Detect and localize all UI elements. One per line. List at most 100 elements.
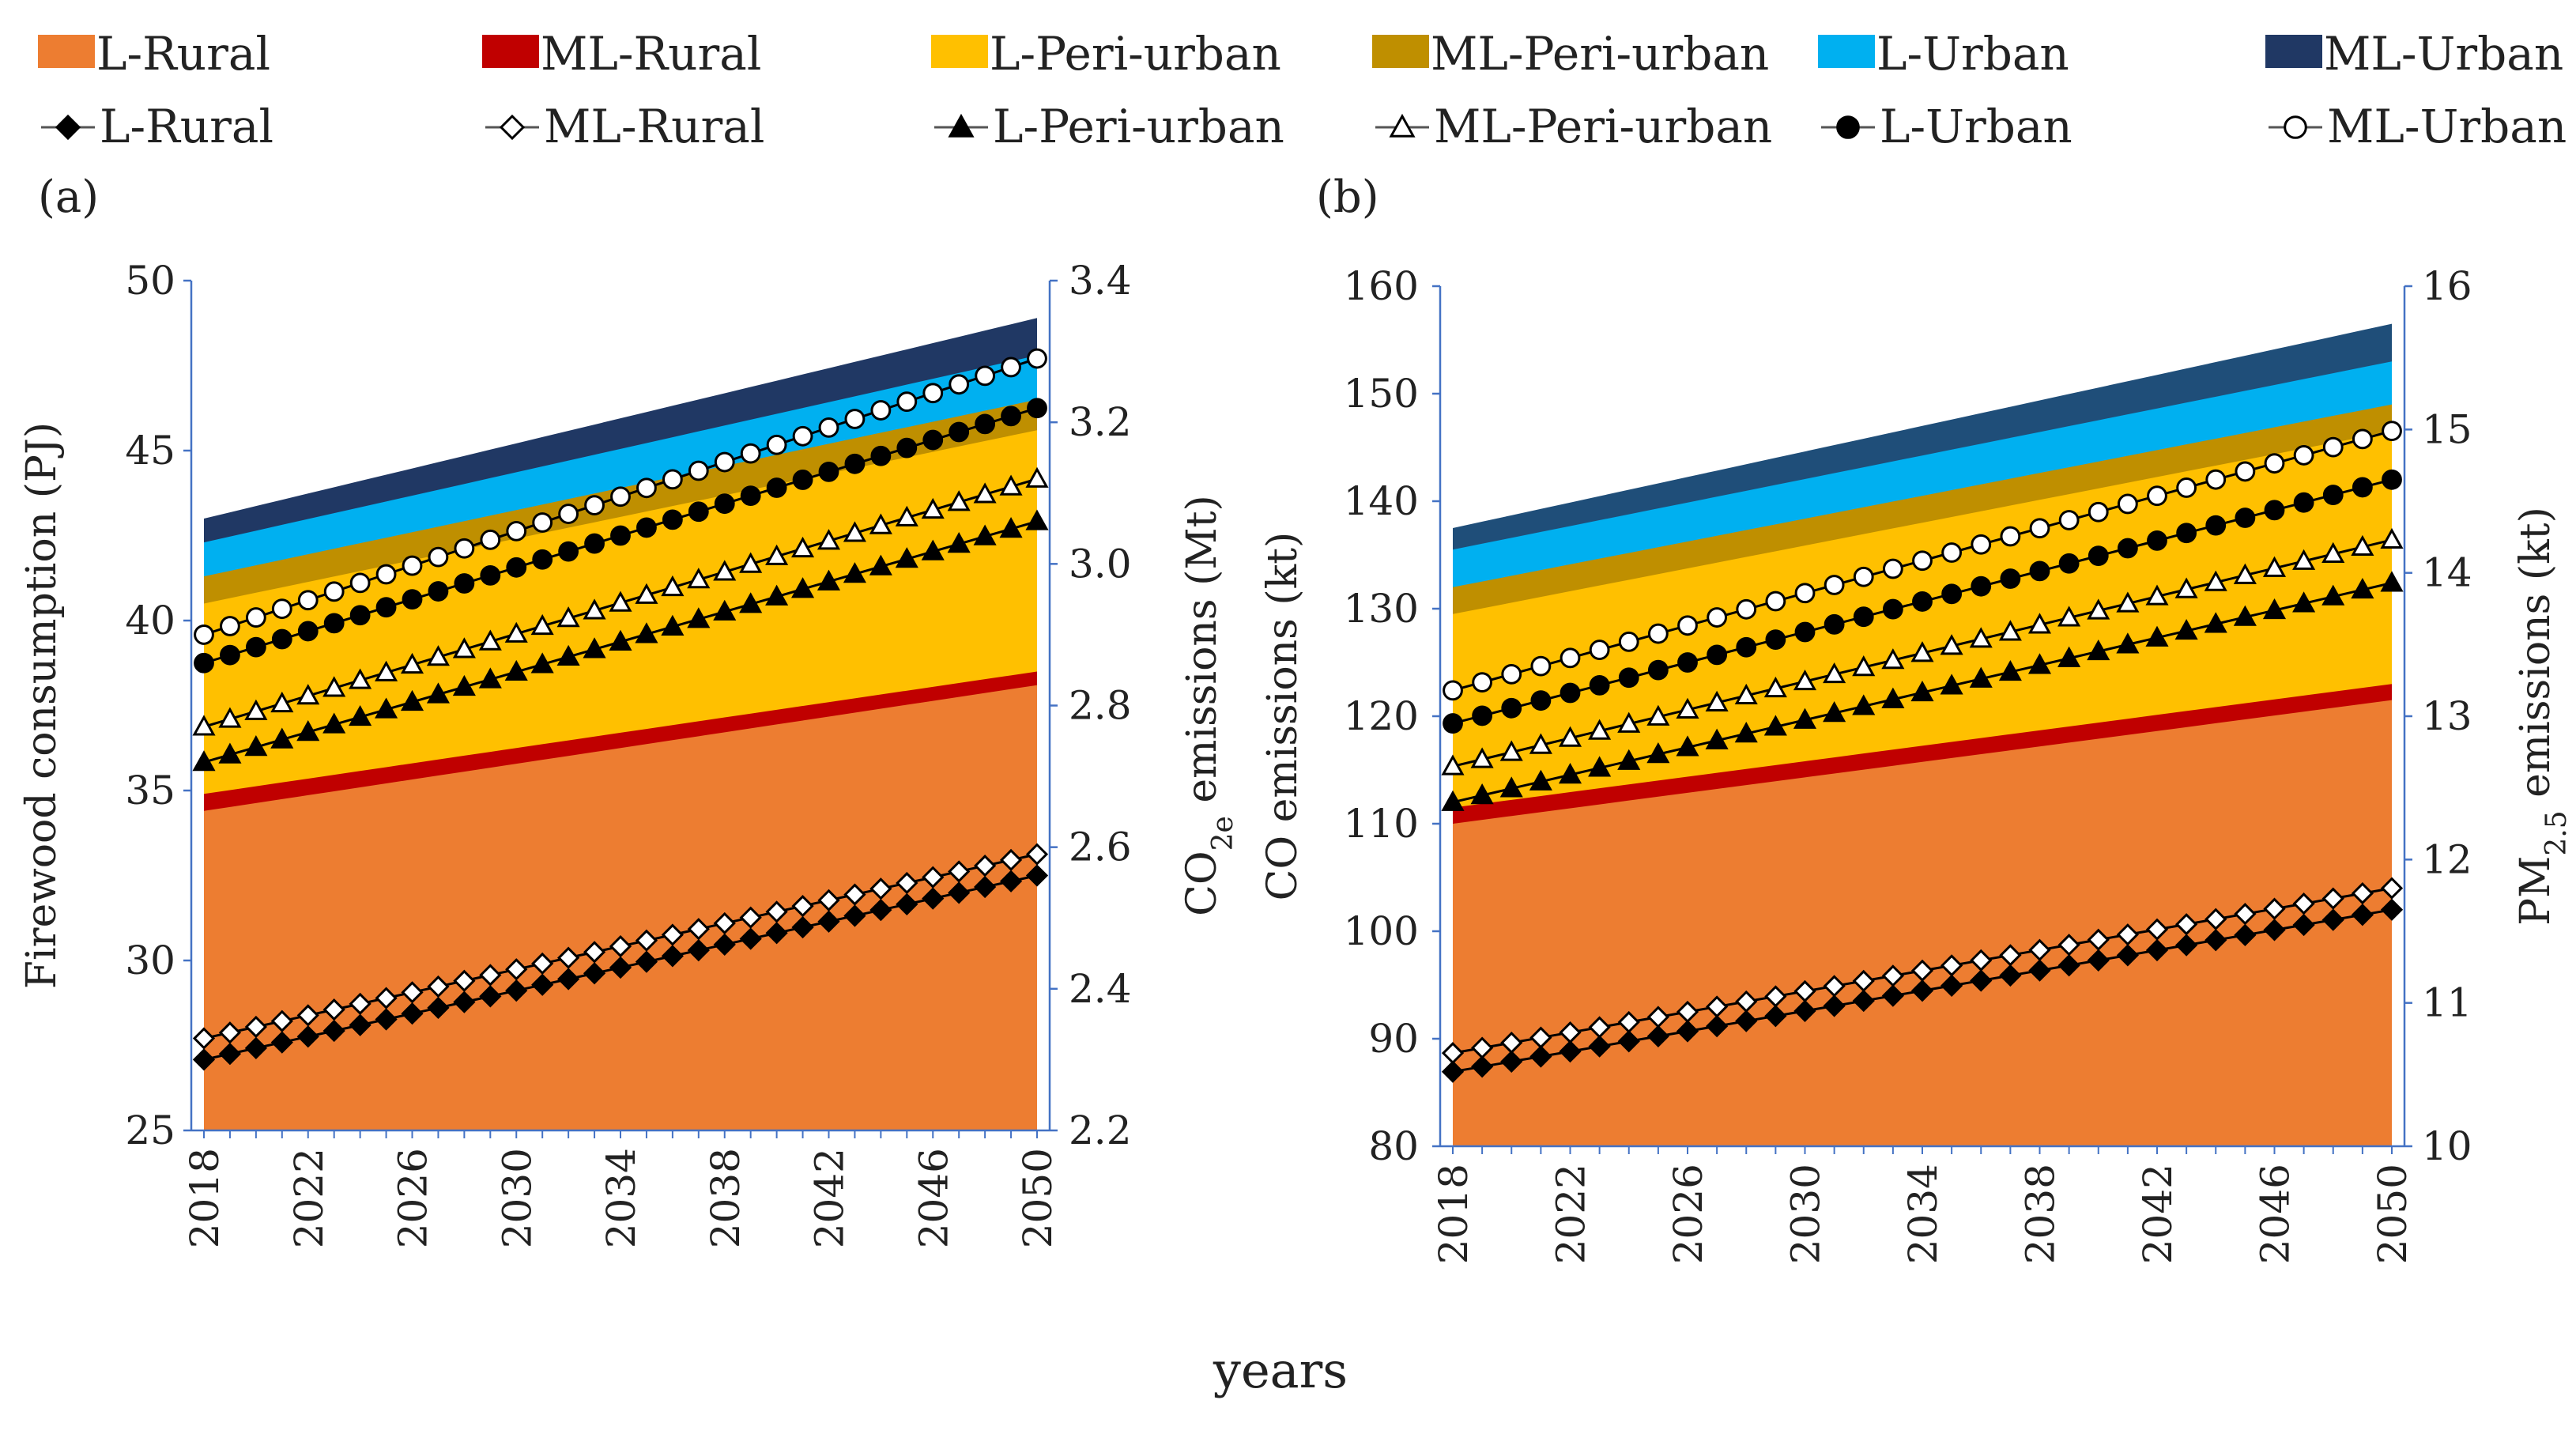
legend-line-ml-rural: ML-Rural <box>485 100 764 153</box>
panel-b: (b) 80 90 100 110 120 130 140 150 160 10 11 12 13 14 15… <box>1259 172 2573 1264</box>
series-point <box>1500 1031 1523 1055</box>
series-point <box>349 704 372 726</box>
series-point <box>635 929 658 952</box>
series-point <box>1647 659 1669 681</box>
series-point <box>583 637 606 659</box>
left-tick-label: 140 <box>1344 478 1419 524</box>
left-tick-label: 45 <box>125 428 175 474</box>
series-point <box>974 855 997 877</box>
series-point <box>349 668 372 689</box>
series-point <box>2352 428 2373 450</box>
series-point <box>2116 923 2139 946</box>
legend-line-l-rural: L-Rural <box>41 100 273 153</box>
series-point <box>1881 984 1904 1007</box>
series-point <box>2057 934 2080 957</box>
series-point <box>688 501 709 523</box>
series-point <box>453 991 476 1013</box>
series-point <box>636 477 657 499</box>
series-point <box>1852 989 1875 1013</box>
x-tick-label: 2018 <box>1431 1164 1477 1264</box>
series-point <box>1823 994 1846 1017</box>
series-point <box>791 895 814 918</box>
series-point <box>635 950 658 973</box>
series-point <box>1027 348 1047 369</box>
series-point <box>2145 918 2169 941</box>
series-point <box>1676 735 1699 757</box>
series-point <box>218 742 242 764</box>
right-tick-label: 14 <box>2422 550 2472 596</box>
series-point <box>713 599 737 621</box>
series-point <box>2263 897 2286 920</box>
series-point <box>2321 908 2344 931</box>
series-point <box>1530 690 1552 711</box>
series-point <box>1705 728 1729 749</box>
series-point <box>610 525 631 546</box>
series-point <box>1793 979 1816 1003</box>
series-point <box>2262 556 2287 577</box>
series-point <box>609 591 632 612</box>
series-point <box>1793 708 1817 729</box>
series-point <box>505 979 528 1002</box>
series-point <box>2029 518 2050 539</box>
series-point <box>2321 887 2344 910</box>
series-point <box>713 560 737 581</box>
series-point <box>1940 674 1963 695</box>
panel-a: (a) 25 30 35 40 45 50 2.2 2.4 2.6 2.8 3.0 3.2 3.4 2018… <box>18 172 1239 1248</box>
series-point <box>1852 694 1876 715</box>
series-point <box>1853 606 1874 628</box>
series-point <box>1970 949 1993 972</box>
series-point <box>349 992 372 1015</box>
series-point <box>1794 583 1816 604</box>
series-point <box>192 1048 216 1071</box>
series-point <box>1765 629 1786 650</box>
series-line-ml-urban <box>194 348 1047 645</box>
series-point <box>791 915 814 939</box>
series-point <box>921 539 945 560</box>
series-point <box>218 1021 242 1044</box>
series-point <box>2088 501 2109 523</box>
series-point <box>1764 985 1787 1008</box>
series-point <box>975 413 996 435</box>
series-point <box>194 625 214 645</box>
series-point <box>2029 560 2050 582</box>
series-point <box>1910 979 1934 1002</box>
series-point <box>818 417 839 438</box>
series-point <box>1794 621 1816 643</box>
series-point <box>713 933 736 956</box>
series-point <box>1025 509 1049 530</box>
series-point <box>1912 591 1933 612</box>
series-point <box>766 477 787 498</box>
series-point <box>530 652 554 674</box>
series-point <box>869 554 892 575</box>
series-point <box>401 981 424 1004</box>
series-point <box>895 547 918 568</box>
series-point <box>1589 640 1610 660</box>
series-line-l-peri-urban <box>1441 571 2404 811</box>
series-point <box>1824 575 1845 595</box>
series-point <box>999 474 1023 496</box>
series-point <box>948 881 971 904</box>
series-point <box>1472 672 1493 693</box>
series-point <box>2263 919 2286 942</box>
series-line-ml-peri-urban <box>1441 527 2404 775</box>
series-point <box>687 568 711 589</box>
series-point <box>1441 790 1465 811</box>
legend-line-marker <box>55 114 81 141</box>
series-point <box>454 538 475 559</box>
series-point <box>452 637 476 659</box>
series-point <box>2117 493 2138 515</box>
series-point <box>428 546 449 568</box>
series-point <box>375 660 398 681</box>
series-point <box>973 524 997 545</box>
series-point <box>949 374 970 395</box>
series-point <box>192 750 216 772</box>
series-point <box>922 887 945 910</box>
series-point <box>661 614 685 636</box>
series-point <box>1471 1055 1494 1078</box>
x-tick-label: 2030 <box>1783 1164 1829 1264</box>
legend-area-label: L-Peri-urban <box>990 27 1281 81</box>
legend-line-label: ML-Rural <box>544 100 764 153</box>
left-axis-title: CO emissions (kt) <box>1259 532 1307 901</box>
series-point <box>454 573 475 594</box>
series-point <box>1676 697 1699 719</box>
